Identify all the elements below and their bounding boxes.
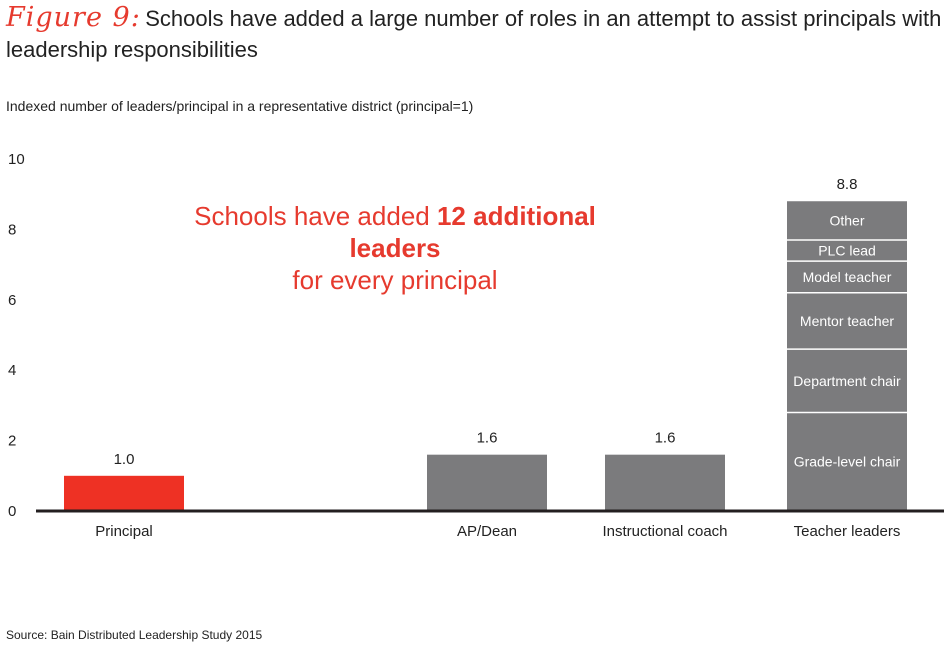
source-note: Source: Bain Distributed Leadership Stud… <box>6 628 263 642</box>
y-tick-label: 4 <box>8 362 16 379</box>
y-tick-label: 0 <box>8 503 16 520</box>
bar <box>64 475 184 511</box>
data-label: 1.0 <box>114 451 135 468</box>
bar-segment <box>787 201 907 240</box>
segment-label: Department chair <box>793 373 901 389</box>
figure-label: Figure 9: <box>6 2 141 33</box>
bar-chart: 0 2 4 6 8 10 1.0 Principal 1.6 AP/Dean 1.6 Instruct… <box>8 151 944 540</box>
callout-emphasis: 12 additional leaders <box>349 201 596 263</box>
chart-title: Schools have added a large number of rol… <box>6 6 942 62</box>
y-tick-label: 6 <box>8 292 16 309</box>
segment-label: Grade-level chair <box>794 454 901 470</box>
x-category-label: Instructional coach <box>602 523 727 540</box>
bar <box>427 454 547 511</box>
y-tick-label: 8 <box>8 221 16 238</box>
bar-segment <box>787 349 907 413</box>
bar-segment <box>787 412 907 511</box>
bar-segment <box>787 261 907 293</box>
callout-prefix: Schools have added <box>194 201 437 231</box>
y-tick-label: 10 <box>8 151 25 168</box>
bar-segment <box>787 292 907 350</box>
bar-segment <box>787 239 907 262</box>
x-category-label: AP/Dean <box>457 523 517 540</box>
segment-label: Model teacher <box>803 269 892 285</box>
y-tick-label: 2 <box>8 433 16 450</box>
x-category-label: Teacher leaders <box>794 523 901 540</box>
data-label: 1.6 <box>477 430 498 447</box>
segment-label: Other <box>829 213 864 229</box>
segment-label: Mentor teacher <box>800 313 894 329</box>
callout: Schools have added 12 additional leaders… <box>150 200 640 296</box>
bar <box>605 454 725 511</box>
x-category-label: Principal <box>95 523 153 540</box>
callout-line2: for every principal <box>292 265 498 295</box>
chart-subtitle: Indexed number of leaders/principal in a… <box>6 98 474 114</box>
data-label: 8.8 <box>837 176 858 193</box>
segment-label: PLC lead <box>818 243 876 259</box>
chart-header: Figure 9: Schools have added a large num… <box>6 2 946 65</box>
data-label: 1.6 <box>655 430 676 447</box>
